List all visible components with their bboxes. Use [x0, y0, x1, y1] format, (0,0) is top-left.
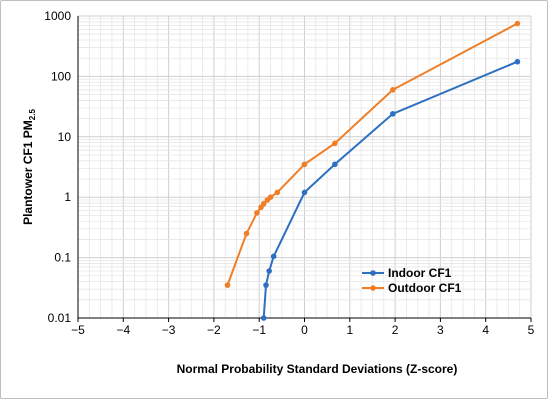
y-tick-label: 1000 — [44, 9, 71, 23]
data-point-outdoor-cf1 — [301, 161, 308, 168]
y-tick-label: 0.01 — [48, 311, 72, 325]
series-outdoor-cf1 — [224, 20, 521, 288]
data-point-indoor-cf1 — [332, 161, 338, 168]
data-point-indoor-cf1 — [390, 111, 396, 117]
data-point-outdoor-cf1 — [267, 194, 274, 200]
data-point-outdoor-cf1 — [514, 20, 521, 27]
legend-label: Indoor CF1 — [388, 266, 452, 280]
x-tick-label: 1 — [346, 323, 353, 337]
y-tick-label: 10 — [58, 130, 72, 144]
x-tick-label: 2 — [392, 323, 399, 337]
x-axis-title: Normal Probability Standard Deviations (… — [177, 362, 458, 376]
data-point-outdoor-cf1 — [332, 140, 338, 147]
data-point-indoor-cf1 — [263, 282, 269, 288]
legend-item-indoor-cf1: Indoor CF1 — [362, 266, 452, 280]
data-point-indoor-cf1 — [260, 315, 267, 321]
y-axis-title: Plantower CF1 PM2.5 — [21, 109, 37, 225]
axes — [77, 16, 532, 322]
x-tick-label: 4 — [482, 323, 489, 337]
data-point-indoor-cf1 — [514, 58, 521, 65]
data-point-indoor-cf1 — [301, 189, 308, 196]
legend-swatch-marker — [370, 270, 376, 276]
data-point-outdoor-cf1 — [274, 189, 281, 196]
x-tick-label: −1 — [252, 323, 266, 337]
y-tick-label: 1 — [64, 190, 71, 204]
grid — [77, 15, 532, 319]
series — [224, 20, 521, 321]
data-point-outdoor-cf1 — [390, 86, 396, 93]
data-point-indoor-cf1 — [270, 253, 277, 260]
data-point-outdoor-cf1 — [243, 230, 250, 237]
y-axis-title-main: Plantower CF1 PM — [21, 120, 35, 225]
x-tick-label: −3 — [162, 323, 176, 337]
y-tick-label: 100 — [51, 69, 71, 83]
x-tick-label: 5 — [528, 323, 535, 337]
y-tick-label: 0.1 — [54, 251, 71, 265]
data-point-outdoor-cf1 — [254, 210, 260, 216]
x-tick-label: 0 — [301, 323, 308, 337]
data-point-indoor-cf1 — [266, 268, 272, 274]
x-tick-label: −4 — [116, 323, 130, 337]
x-tick-label: 3 — [437, 323, 444, 337]
series-indoor-cf1 — [260, 58, 521, 321]
y-axis-title-subscript: 2.5 — [28, 109, 37, 121]
data-point-outdoor-cf1 — [224, 282, 231, 288]
data-point-outdoor-cf1 — [260, 200, 267, 207]
x-tick-label: −5 — [71, 323, 85, 337]
legend-item-outdoor-cf1: Outdoor CF1 — [362, 281, 462, 295]
legend-swatch-marker — [370, 285, 376, 291]
x-tick-label: −2 — [207, 323, 221, 337]
tick-labels: −5 −4 −3 −2 −1 0 1 2 3 4 5 0.01 0.1 1 10 100 1000 — [44, 9, 534, 337]
legend-label: Outdoor CF1 — [388, 281, 462, 295]
